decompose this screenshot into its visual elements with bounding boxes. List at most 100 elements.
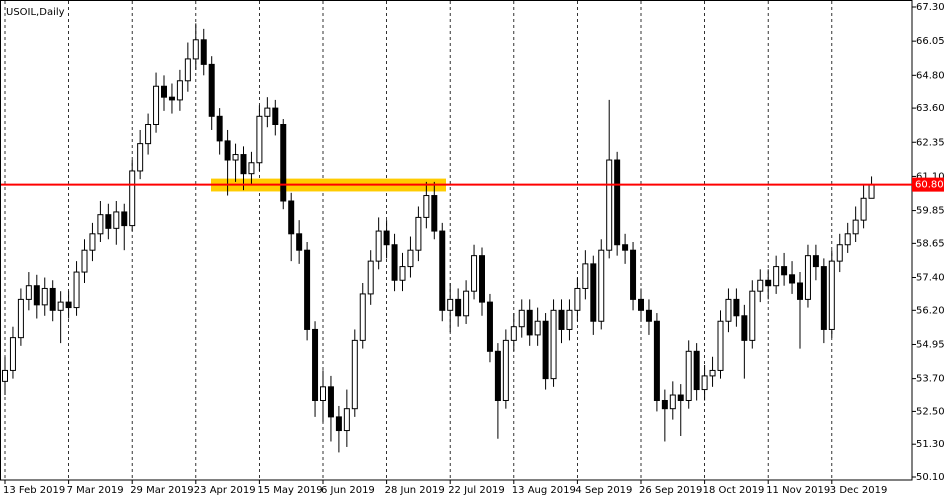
candle-body xyxy=(407,249,414,268)
candle-body xyxy=(868,184,875,199)
y-tick-label: 64.80 xyxy=(916,70,945,81)
candle-body xyxy=(415,216,422,251)
candle-body xyxy=(653,320,660,401)
candle-body xyxy=(129,170,136,227)
y-tick-label: 59.85 xyxy=(916,206,945,217)
plot-frame xyxy=(0,0,913,481)
y-tick-label: 52.50 xyxy=(916,406,945,417)
candle-body xyxy=(550,309,557,380)
candle-body xyxy=(161,85,167,98)
candle-body xyxy=(781,266,788,276)
candle-body xyxy=(836,244,843,262)
candle-body xyxy=(518,309,525,328)
x-tick-label: 22 Jul 2019 xyxy=(448,485,505,496)
candle-body xyxy=(81,249,88,273)
x-tick-label: 23 Apr 2019 xyxy=(194,485,256,496)
candle-body xyxy=(280,124,287,202)
candle-body xyxy=(582,263,589,289)
y-tick-label: 61.10 xyxy=(916,171,945,182)
candle-body xyxy=(630,249,637,300)
candle-body xyxy=(828,260,835,330)
candle-body xyxy=(391,244,398,281)
candle-body xyxy=(399,266,406,281)
candle-body xyxy=(479,255,485,303)
candle-body xyxy=(33,285,40,306)
candle-body xyxy=(494,350,501,401)
candle-body xyxy=(145,124,152,145)
candle-body xyxy=(685,350,692,401)
candle-body xyxy=(264,107,271,117)
candle-body xyxy=(240,154,247,175)
candle-body xyxy=(797,282,803,300)
candle-body xyxy=(89,233,96,251)
candle-body xyxy=(709,369,716,377)
x-tick-label: 7 Mar 2019 xyxy=(67,485,124,496)
candle-body xyxy=(804,255,811,300)
candle-body xyxy=(661,399,668,410)
candle-body xyxy=(614,159,621,246)
candle-body xyxy=(137,143,144,172)
candle-body xyxy=(121,211,128,227)
candle-body xyxy=(765,279,772,287)
candle-body xyxy=(502,339,509,401)
price-label-box xyxy=(912,177,944,192)
y-tick-label: 57.40 xyxy=(916,273,945,284)
candle-body xyxy=(304,249,311,330)
candle-body xyxy=(343,408,350,432)
y-tick-label: 63.60 xyxy=(916,103,945,114)
candle-body xyxy=(749,290,756,341)
price-label: 60.80 xyxy=(915,180,944,191)
candle-body xyxy=(717,320,724,371)
candle-body xyxy=(669,394,676,410)
candle-body xyxy=(725,298,732,322)
candle-body xyxy=(2,369,8,382)
candle-body xyxy=(272,107,279,126)
candle-body xyxy=(49,287,56,311)
candle-body xyxy=(168,96,175,101)
candle-body xyxy=(693,350,700,391)
x-tick-label: 18 Oct 2019 xyxy=(703,485,765,496)
candle-body xyxy=(789,274,796,284)
candle-body xyxy=(431,195,438,232)
candle-body xyxy=(320,386,326,401)
candle-body xyxy=(153,85,160,125)
candle-body xyxy=(312,328,319,401)
candle-body xyxy=(375,230,382,262)
candle-body xyxy=(327,386,334,418)
candle-body xyxy=(105,214,112,229)
candle-body xyxy=(645,309,652,322)
candle-body xyxy=(542,320,549,380)
y-tick-label: 66.05 xyxy=(916,36,945,47)
x-tick-label: 15 May 2019 xyxy=(257,485,322,496)
x-tick-label: 3 Dec 2019 xyxy=(830,485,888,496)
candle-body xyxy=(574,287,581,311)
candle-body xyxy=(288,200,295,235)
y-tick-label: 62.35 xyxy=(916,137,945,148)
candle-body xyxy=(733,298,740,317)
candle-body xyxy=(65,301,72,309)
candle-body xyxy=(423,195,430,218)
x-tick-label: 4 Sep 2019 xyxy=(575,485,632,496)
candle-body xyxy=(17,298,24,339)
candle-body xyxy=(455,298,462,317)
candle-body xyxy=(820,266,827,330)
candle-body xyxy=(844,233,851,246)
y-tick-label: 51.30 xyxy=(916,439,945,450)
candle-body xyxy=(757,279,764,292)
x-tick-label: 28 Jun 2019 xyxy=(385,485,445,496)
candle-body xyxy=(558,309,565,330)
candle-body xyxy=(463,290,470,317)
candle-body xyxy=(526,309,533,336)
y-tick-label: 50.10 xyxy=(916,472,945,483)
candle-body xyxy=(351,339,358,410)
candle-body xyxy=(224,140,231,161)
candle-body xyxy=(57,301,64,311)
y-tick-label: 54.95 xyxy=(916,339,945,350)
candle-body xyxy=(25,285,32,300)
y-tick-label: 53.70 xyxy=(916,374,945,385)
y-tick-label: 56.20 xyxy=(916,305,945,316)
candle-body xyxy=(383,230,390,246)
candle-body xyxy=(367,260,374,295)
candle-body xyxy=(590,263,597,322)
y-tick-label: 58.65 xyxy=(916,238,945,249)
